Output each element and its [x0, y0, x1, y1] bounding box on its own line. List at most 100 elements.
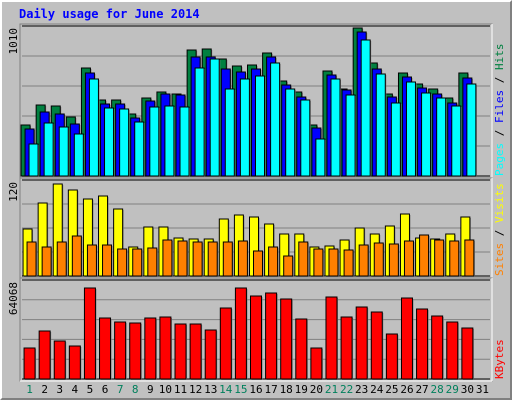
- bar-pages-day-25: [390, 102, 402, 177]
- bar-kbytes-day-10-body: [159, 316, 172, 380]
- bar-pages-day-3: [58, 126, 70, 177]
- bar-pages-day-21-body: [330, 78, 341, 177]
- bar-sites-day-3: [56, 241, 68, 277]
- bar-pages-day-7: [119, 108, 130, 177]
- bar-kbytes-day-28-body: [431, 315, 444, 380]
- x-tick-label-7: 7: [117, 383, 124, 396]
- bar-sites-day-9: [147, 247, 158, 277]
- bar-sites-day-29: [449, 240, 460, 277]
- bar-kbytes-day-29-body: [446, 321, 459, 380]
- legend-visits-sites: Sites / Visits: [493, 183, 506, 276]
- bar-sites-day-20-body: [313, 248, 324, 277]
- bar-pages-day-26: [405, 81, 417, 177]
- x-tick-label-31: 31: [476, 383, 489, 396]
- bar-pages-day-13-body: [209, 58, 220, 177]
- bar-sites-day-12: [192, 241, 204, 277]
- bar-kbytes-day-2: [38, 330, 52, 380]
- bar-sites-day-30: [464, 239, 475, 277]
- bar-kbytes-day-12-body: [189, 323, 202, 380]
- bar-sites-day-26-body: [403, 240, 414, 277]
- y-max-label-visits-sites: 120: [7, 182, 20, 202]
- bar-sites-day-26: [403, 240, 415, 277]
- bar-sites-day-13-body: [207, 241, 218, 277]
- bar-sites-day-17: [268, 246, 279, 277]
- x-tick-label-14: 14: [219, 383, 233, 396]
- bar-sites-day-27: [419, 234, 430, 277]
- y-max-label-hits-files-pages: 1010: [7, 28, 20, 55]
- bar-pages-day-19-body: [300, 99, 311, 177]
- x-tick-label-24: 24: [370, 383, 384, 396]
- x-tick-label-27: 27: [415, 383, 428, 396]
- x-tick-label-5: 5: [87, 383, 94, 396]
- bar-kbytes-day-9: [144, 317, 157, 380]
- x-tick-label-8: 8: [132, 383, 139, 396]
- bar-pages-day-26-body: [405, 81, 416, 177]
- x-tick-label-17: 17: [264, 383, 277, 396]
- bar-kbytes-day-25: [385, 333, 399, 380]
- bar-pages-day-2-body: [43, 122, 54, 177]
- bar-kbytes-day-19-body: [295, 318, 308, 380]
- bar-pages-day-10: [164, 105, 175, 177]
- bar-sites-day-13: [207, 241, 219, 277]
- bar-kbytes-day-11-body: [174, 323, 187, 380]
- bar-sites-day-7: [117, 248, 128, 277]
- bar-kbytes-day-5: [83, 287, 97, 380]
- legend-separator: /: [493, 123, 506, 143]
- bar-kbytes-day-14: [219, 307, 233, 380]
- bar-sites-day-16: [253, 250, 264, 277]
- x-tick-label-15: 15: [234, 383, 247, 396]
- bar-sites-day-23: [358, 244, 370, 277]
- x-tick-label-6: 6: [102, 383, 109, 396]
- bar-pages-day-6: [104, 107, 115, 177]
- bar-pages-day-22: [345, 94, 357, 177]
- legend-item-hits: Hits: [493, 44, 506, 71]
- x-tick-label-25: 25: [385, 383, 398, 396]
- bar-kbytes-day-11: [174, 323, 188, 380]
- bar-pages-day-4: [73, 133, 85, 177]
- bar-pages-day-24-body: [375, 73, 386, 177]
- bar-pages-day-24: [375, 73, 387, 177]
- bar-sites-day-10-body: [162, 239, 173, 277]
- bar-sites-day-11-body: [177, 240, 188, 277]
- x-tick-label-29: 29: [446, 383, 459, 396]
- x-tick-label-3: 3: [56, 383, 63, 396]
- bar-pages-day-21: [330, 78, 341, 177]
- bar-kbytes-day-21: [325, 296, 338, 380]
- legend-item-pages: Pages: [493, 143, 506, 176]
- bar-pages-day-29-body: [451, 105, 462, 177]
- bar-kbytes-day-10: [159, 316, 172, 380]
- bar-pages-day-30: [466, 83, 477, 177]
- x-tick-label-23: 23: [355, 383, 368, 396]
- chart-title: Daily usage for June 2014: [19, 7, 200, 21]
- bar-kbytes-day-9-body: [144, 317, 157, 380]
- y-max-label-kbytes: 64068: [7, 282, 20, 315]
- bar-kbytes-day-6-body: [99, 317, 112, 380]
- bar-sites-day-21: [328, 248, 339, 277]
- bar-sites-day-15-body: [237, 240, 248, 277]
- bar-kbytes-day-15: [234, 287, 248, 380]
- bar-kbytes-day-30-body: [461, 327, 474, 380]
- bar-pages-day-9-body: [149, 106, 160, 177]
- bar-pages-day-12-body: [194, 67, 205, 177]
- bar-sites-day-22: [343, 249, 355, 277]
- bar-kbytes-day-5-body: [83, 287, 96, 380]
- bar-sites-day-14-body: [222, 241, 233, 277]
- bar-sites-day-24: [373, 242, 385, 277]
- bar-sites-day-18: [283, 255, 294, 277]
- bar-sites-day-8: [132, 248, 143, 277]
- bar-kbytes-day-18: [280, 298, 293, 380]
- x-tick-label-26: 26: [400, 383, 413, 396]
- bar-pages-day-20: [315, 138, 326, 177]
- bar-sites-day-10: [162, 239, 173, 277]
- bar-pages-day-9: [149, 106, 160, 177]
- bar-pages-day-17: [270, 62, 281, 177]
- bar-sites-day-25: [388, 243, 400, 277]
- bar-sites-day-20: [313, 248, 324, 277]
- bar-pages-day-1: [28, 143, 40, 177]
- bar-sites-day-30-body: [464, 239, 475, 277]
- bar-kbytes-day-24-body: [370, 311, 383, 380]
- bar-kbytes-day-27-body: [416, 308, 429, 380]
- x-tick-label-16: 16: [249, 383, 262, 396]
- x-tick-label-19: 19: [295, 383, 308, 396]
